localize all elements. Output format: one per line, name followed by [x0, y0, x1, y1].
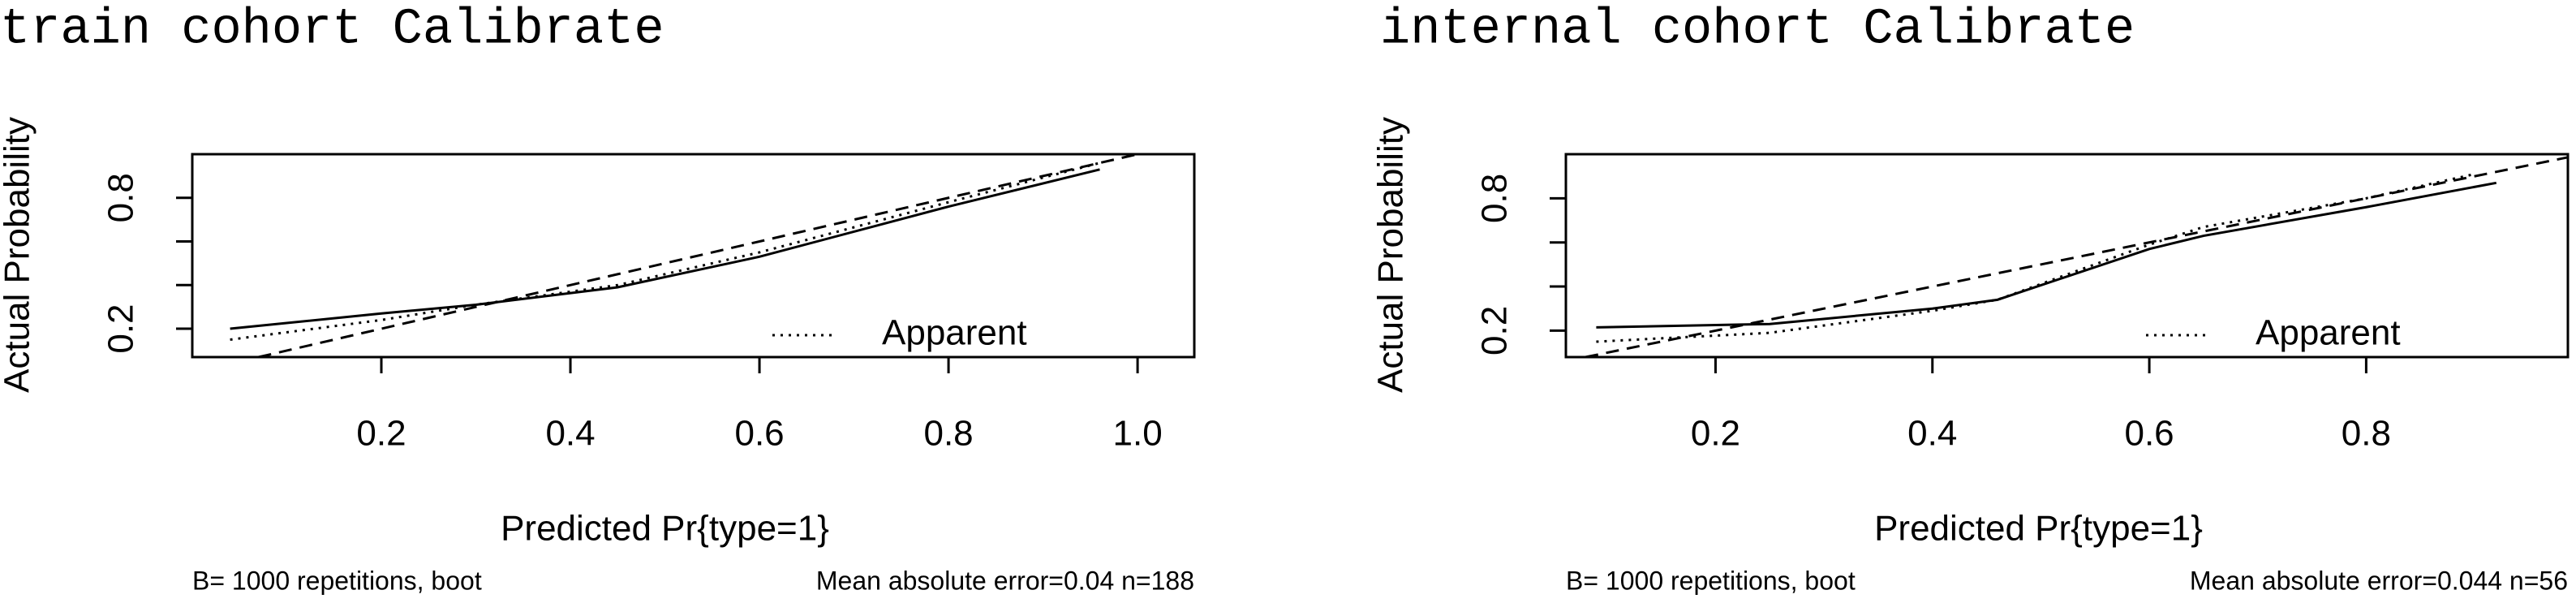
x-axis-label: Predicted Pr{type=1}	[501, 509, 829, 549]
series-line	[1585, 156, 2569, 359]
y-tick-label: 0.2	[101, 304, 141, 353]
subtitle-left: B= 1000 repetitions, boot	[1566, 566, 1856, 595]
chart-title: internal cohort Calibrate	[1380, 0, 2135, 58]
subtitle-right: Mean absolute error=0.044 n=56	[2190, 566, 2568, 595]
series-line	[230, 162, 1100, 341]
subtitle-right: Mean absolute error=0.04 n=188	[816, 566, 1194, 595]
x-tick-label: 0.6	[2124, 414, 2174, 454]
x-tick-label: 0.8	[2342, 414, 2391, 454]
y-axis-label: Actual Probability	[1371, 117, 1411, 393]
y-axis-label: Actual Probability	[0, 117, 37, 393]
x-tick-label: 0.2	[356, 414, 406, 454]
series-line	[230, 168, 1100, 330]
series-line	[1596, 181, 2497, 329]
legend-label: Apparent	[882, 313, 1027, 353]
x-tick-label: 0.2	[1691, 414, 1740, 454]
x-axis-label: Predicted Pr{type=1}	[1874, 509, 2203, 549]
series-line	[258, 153, 1138, 359]
chart-title: train cohort Calibrate	[0, 0, 664, 58]
x-tick-label: 0.6	[734, 414, 784, 454]
plot-box	[191, 153, 1196, 359]
subtitle-left: B= 1000 repetitions, boot	[192, 566, 482, 595]
x-tick-label: 0.4	[1907, 414, 1957, 454]
plot-box	[1564, 153, 2570, 359]
y-tick-label: 0.2	[1475, 306, 1515, 355]
y-tick-label: 0.8	[101, 173, 141, 222]
x-tick-label: 0.8	[923, 414, 973, 454]
y-tick-label: 0.8	[1475, 174, 1515, 223]
x-tick-label: 0.4	[545, 414, 595, 454]
x-tick-label: 1.0	[1113, 414, 1163, 454]
legend-label: Apparent	[2256, 313, 2401, 353]
